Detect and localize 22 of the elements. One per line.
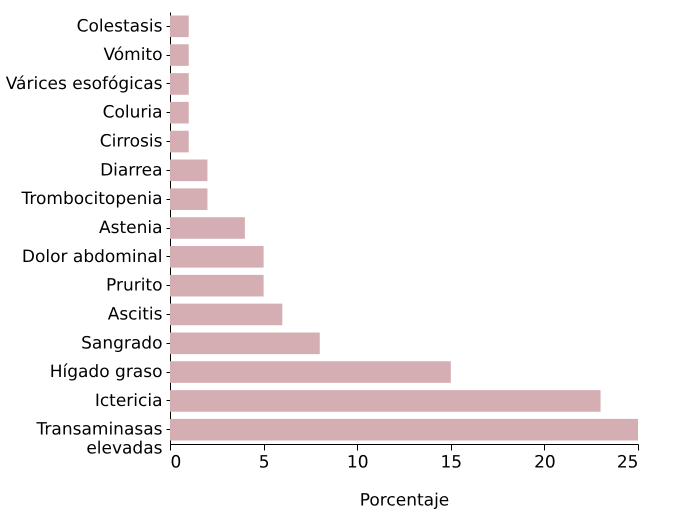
x-axis-title: Porcentaje: [360, 490, 450, 510]
x-tick-label: 5: [258, 452, 270, 472]
x-tick-label: 0: [170, 452, 182, 472]
y-tick-label: Colestasis: [76, 16, 163, 36]
y-tick-label: Transaminasas elevadas: [36, 420, 163, 459]
y-tick-label: Várices esofógicas: [6, 74, 163, 94]
y-tick-label: Coluria: [102, 102, 162, 123]
y-tick-label: Ictericia: [94, 390, 162, 411]
y-tick-label: Sangrado: [81, 333, 162, 354]
x-tick-label: 20: [534, 452, 556, 472]
y-tick-label: Trombocitopenia: [20, 189, 162, 210]
y-tick-label: Cirrosis: [100, 132, 163, 152]
x-tick-label: 25: [616, 452, 638, 472]
y-tick-label: Ascitis: [108, 304, 163, 324]
x-tick-label: 10: [346, 452, 369, 472]
y-tick-label: Diarrea: [100, 160, 162, 180]
y-tick-label: Astenia: [98, 218, 162, 238]
y-tick-label: Dolor abdominal: [22, 246, 162, 267]
y-tick-label: Prurito: [106, 276, 162, 296]
x-tick-label: 15: [440, 452, 462, 472]
y-tick-label: Hígado graso: [50, 362, 162, 382]
y-tick-label: Vómito: [103, 45, 162, 66]
